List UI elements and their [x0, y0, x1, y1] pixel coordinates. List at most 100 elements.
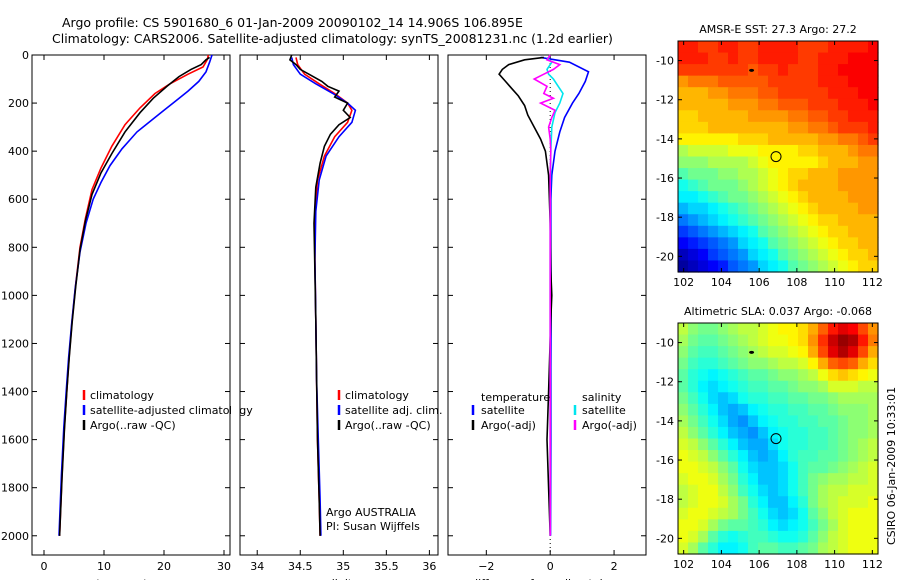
- map-cell: [808, 380, 819, 393]
- map-cell: [828, 225, 839, 238]
- map-cell: [728, 450, 739, 463]
- pi-label: PI: Susan Wijffels: [326, 520, 420, 533]
- map-cell: [828, 64, 839, 77]
- map-cell: [698, 507, 709, 520]
- map-cell: [838, 415, 849, 428]
- map-cell: [748, 415, 759, 428]
- x-tick-label: 35: [336, 560, 350, 573]
- map-cell: [808, 248, 819, 262]
- map-cell: [828, 168, 839, 181]
- x-tick-label: 106: [749, 276, 770, 289]
- map-cell: [678, 392, 689, 405]
- map-cell: [708, 323, 719, 336]
- map-cell: [828, 52, 839, 65]
- map-cell: [738, 64, 749, 77]
- map-cell: [818, 75, 829, 88]
- map-cell: [868, 248, 879, 262]
- x-tick-label: −2: [478, 560, 494, 573]
- series-line: [58, 54, 213, 536]
- map-cell: [758, 202, 769, 215]
- map-cell: [708, 450, 719, 463]
- map-cell: [828, 121, 839, 134]
- map-cell: [708, 121, 719, 134]
- map-cell: [768, 346, 779, 359]
- map-cell: [788, 484, 799, 497]
- map-cell: [758, 530, 769, 544]
- map-cell: [858, 75, 869, 88]
- map-cell: [808, 496, 819, 509]
- map-cell: [758, 519, 769, 532]
- map-cell: [858, 110, 869, 123]
- map-cell: [828, 248, 839, 262]
- map-cell: [858, 519, 869, 532]
- map-cell: [698, 461, 709, 474]
- map-cell: [718, 260, 729, 273]
- map-cell: [738, 484, 749, 497]
- map-cell: [768, 415, 779, 428]
- map-cell: [688, 438, 699, 451]
- map-cell: [808, 64, 819, 77]
- map-cell: [708, 415, 719, 428]
- legend-label: Argo(-adj): [582, 419, 637, 432]
- map-cell: [678, 144, 689, 158]
- map-cell: [838, 121, 849, 134]
- map-cell: [848, 415, 859, 428]
- map-cell: [678, 357, 689, 370]
- map-cell: [768, 168, 779, 181]
- map-cell: [848, 156, 859, 169]
- map-cell: [738, 380, 749, 393]
- map-cell: [698, 41, 709, 54]
- map-cell: [708, 202, 719, 215]
- map-cell: [728, 121, 739, 134]
- map-cell: [758, 484, 769, 497]
- map-cell: [808, 133, 819, 146]
- legend-label: satellite-adjusted climatology: [90, 404, 253, 417]
- map-cell: [868, 519, 879, 532]
- map-cell: [808, 392, 819, 405]
- map-cell: [768, 156, 779, 169]
- map-cell: [868, 392, 879, 405]
- map-cell: [728, 530, 739, 544]
- map-cell: [858, 144, 869, 158]
- map-cell: [798, 144, 809, 158]
- argo-position-marker: [770, 433, 782, 445]
- map-cell: [798, 225, 809, 238]
- map-cell: [838, 75, 849, 88]
- map-cell: [708, 346, 719, 359]
- map-cell: [798, 426, 809, 440]
- map-cell: [848, 260, 859, 273]
- map-cell: [768, 507, 779, 520]
- map-cell: [748, 403, 759, 416]
- map-cell: [768, 214, 779, 227]
- map-cell: [808, 323, 819, 336]
- map-cell: [778, 168, 789, 181]
- map-cell: [848, 52, 859, 65]
- map-cell: [718, 248, 729, 262]
- map-cell: [778, 461, 789, 474]
- map-cell: [828, 496, 839, 509]
- map-cell: [708, 110, 719, 123]
- map-cell: [768, 98, 779, 111]
- map-cell: [838, 323, 849, 336]
- map-cell: [728, 191, 739, 204]
- map-cell: [698, 202, 709, 215]
- y-tick-label: -18: [656, 211, 674, 224]
- map-cell: [838, 156, 849, 169]
- map-cell: [798, 403, 809, 416]
- map-cell: [738, 542, 749, 555]
- map-cell: [738, 415, 749, 428]
- map-cell: [838, 507, 849, 520]
- map-cell: [848, 496, 859, 509]
- map-cell: [798, 179, 809, 192]
- sla_map-frame: [677, 322, 879, 555]
- map-cell: [788, 52, 799, 65]
- map-cell: [788, 357, 799, 370]
- sla-map-panel: Altimetric SLA: 0.037 Argo: -0.068 102 104…: [656, 305, 883, 571]
- map-cell: [818, 64, 829, 77]
- map-cell: [858, 438, 869, 451]
- map-cell: [818, 179, 829, 192]
- map-cell: [708, 168, 719, 181]
- map-cell: [858, 237, 869, 250]
- map-cell: [788, 144, 799, 158]
- map-cell: [758, 237, 769, 250]
